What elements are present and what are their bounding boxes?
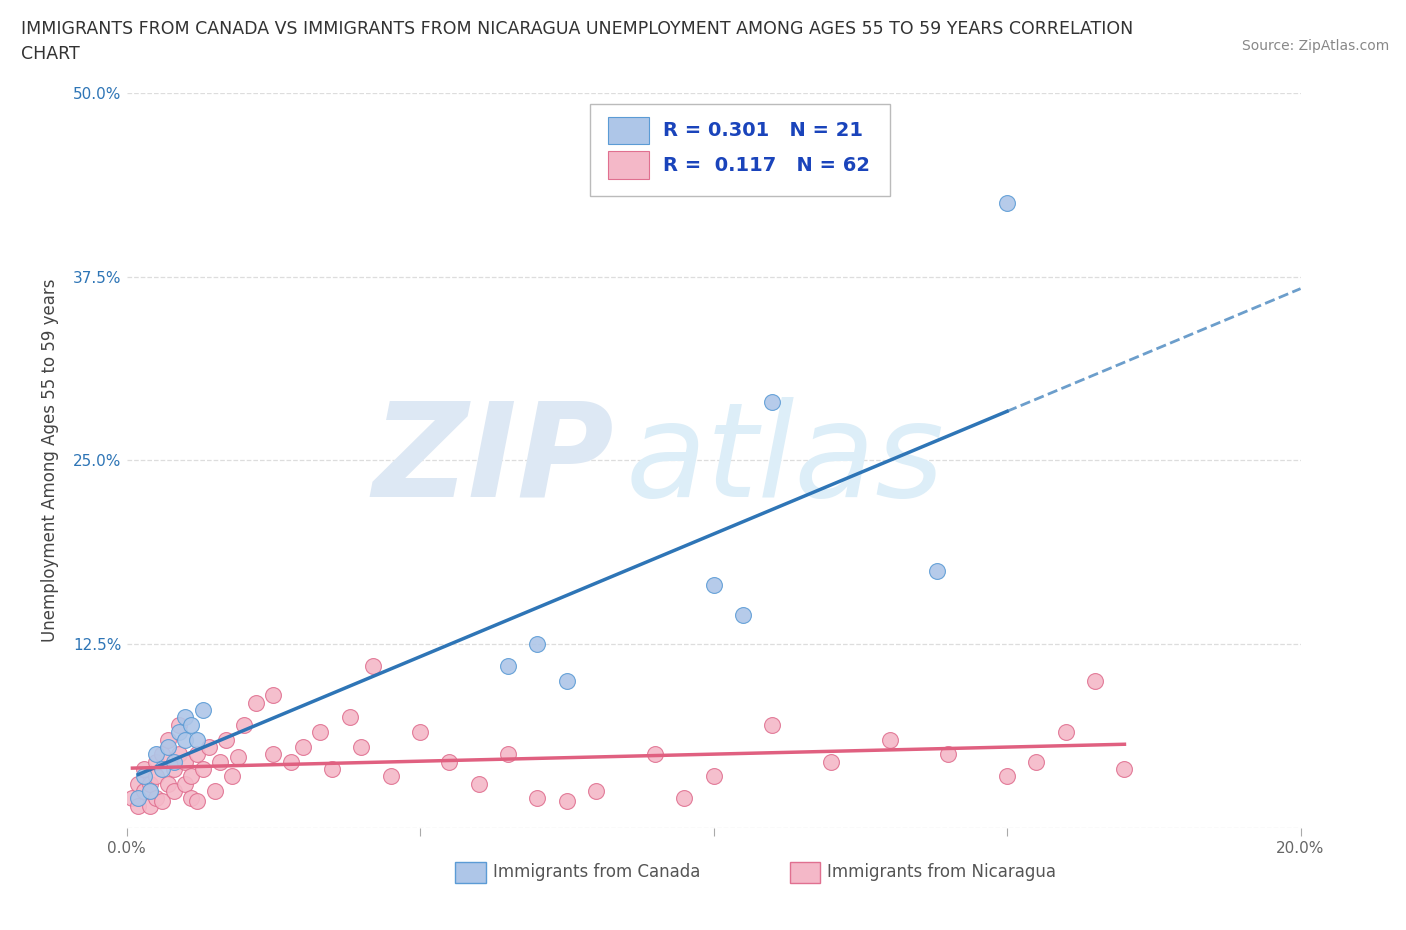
Point: [186, 794, 208, 809]
Point: [215, 732, 238, 747]
Point: [1025, 754, 1047, 769]
FancyBboxPatch shape: [591, 104, 890, 196]
Point: [127, 790, 149, 805]
Point: [139, 777, 162, 791]
Point: [150, 762, 173, 777]
Point: [439, 754, 461, 769]
Point: [1084, 673, 1107, 688]
Point: [467, 777, 489, 791]
Point: [162, 762, 184, 777]
Point: [409, 724, 432, 739]
Point: [121, 790, 143, 805]
Point: [291, 739, 314, 754]
Point: [134, 769, 156, 784]
Point: [526, 637, 548, 652]
Point: [174, 732, 197, 747]
Bar: [456, 862, 486, 883]
Point: [280, 754, 302, 769]
Point: [169, 747, 191, 762]
Point: [879, 732, 901, 747]
Point: [226, 750, 249, 764]
Point: [262, 747, 284, 762]
Point: [1054, 724, 1077, 739]
Point: [156, 739, 179, 754]
Point: [245, 696, 267, 711]
Point: [209, 754, 232, 769]
Point: [180, 769, 202, 784]
Point: [702, 578, 725, 592]
Text: R = 0.301   N = 21: R = 0.301 N = 21: [664, 121, 863, 140]
Point: [585, 783, 607, 798]
Point: [221, 769, 243, 784]
Point: [995, 769, 1018, 784]
Text: ZIP: ZIP: [373, 397, 614, 524]
Point: [350, 739, 373, 754]
Point: [233, 717, 256, 732]
Point: [169, 717, 191, 732]
Point: [174, 711, 197, 725]
Point: [191, 762, 214, 777]
Point: [174, 754, 197, 769]
Point: [180, 790, 202, 805]
Point: [169, 724, 191, 739]
Point: [820, 754, 842, 769]
Point: [761, 717, 783, 732]
Point: [1114, 762, 1136, 777]
Point: [731, 607, 754, 622]
Point: [496, 747, 519, 762]
Point: [186, 747, 208, 762]
Point: [127, 777, 149, 791]
Point: [139, 783, 162, 798]
Text: Source: ZipAtlas.com: Source: ZipAtlas.com: [1241, 39, 1389, 53]
Bar: [607, 151, 650, 179]
Point: [496, 658, 519, 673]
Text: R =  0.117   N = 62: R = 0.117 N = 62: [664, 155, 870, 175]
Point: [139, 798, 162, 813]
Point: [145, 747, 167, 762]
Point: [702, 769, 725, 784]
Point: [197, 739, 219, 754]
Point: [204, 783, 226, 798]
Point: [180, 717, 202, 732]
Point: [174, 777, 197, 791]
Point: [145, 754, 167, 769]
Point: [134, 783, 156, 798]
Text: IMMIGRANTS FROM CANADA VS IMMIGRANTS FROM NICARAGUA UNEMPLOYMENT AMONG AGES 55 T: IMMIGRANTS FROM CANADA VS IMMIGRANTS FRO…: [21, 20, 1133, 38]
Text: atlas: atlas: [626, 397, 945, 524]
Point: [555, 794, 578, 809]
Point: [162, 783, 184, 798]
Point: [644, 747, 666, 762]
Point: [156, 777, 179, 791]
Point: [191, 703, 214, 718]
Point: [673, 790, 696, 805]
Bar: [790, 862, 820, 883]
Point: [321, 762, 343, 777]
Point: [145, 790, 167, 805]
Point: [162, 754, 184, 769]
Point: [150, 794, 173, 809]
Y-axis label: Unemployment Among Ages 55 to 59 years: Unemployment Among Ages 55 to 59 years: [41, 279, 59, 642]
Point: [938, 747, 960, 762]
Point: [380, 769, 402, 784]
Text: CHART: CHART: [21, 45, 80, 62]
Point: [186, 732, 208, 747]
Point: [134, 762, 156, 777]
Point: [761, 394, 783, 409]
Text: Immigrants from Nicaragua: Immigrants from Nicaragua: [827, 863, 1056, 881]
Point: [309, 724, 332, 739]
Point: [127, 798, 149, 813]
Bar: [607, 116, 650, 144]
Point: [339, 711, 361, 725]
Text: Immigrants from Canada: Immigrants from Canada: [494, 863, 700, 881]
Point: [361, 658, 384, 673]
Point: [995, 196, 1018, 211]
Point: [526, 790, 548, 805]
Point: [262, 688, 284, 703]
Point: [925, 564, 948, 578]
Point: [150, 747, 173, 762]
Point: [145, 769, 167, 784]
Point: [156, 732, 179, 747]
Point: [555, 673, 578, 688]
